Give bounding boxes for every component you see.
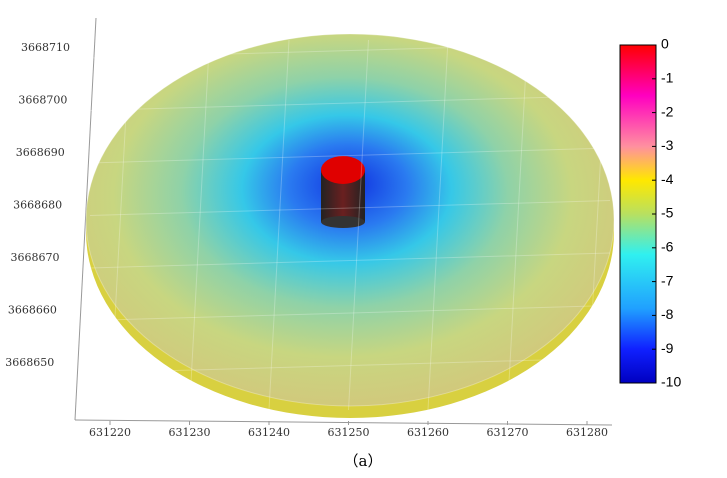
y-tick-label: 3668690 xyxy=(16,146,65,159)
x-tick-label: 631270 xyxy=(487,426,529,439)
pile-top xyxy=(321,156,365,184)
x-tick-label: 631260 xyxy=(407,426,449,439)
colorbar xyxy=(619,44,657,384)
colorbar-tick-label: -7 xyxy=(661,272,674,288)
colorbar-tick-label: -3 xyxy=(661,137,674,153)
y-tick-label: 3668660 xyxy=(8,304,57,317)
colorbar-tick-label: -1 xyxy=(661,70,674,86)
grid-line xyxy=(189,39,210,411)
grid-line xyxy=(89,357,611,374)
pile-base xyxy=(321,216,365,228)
y-tick-label: 3668670 xyxy=(11,251,60,264)
grid-line xyxy=(586,39,608,411)
surface xyxy=(85,33,615,418)
grid-line xyxy=(89,95,611,111)
surface-edge xyxy=(85,33,615,407)
colorbar-tick-label: -8 xyxy=(661,306,674,322)
grid-line xyxy=(427,39,449,411)
x-tick-label: 631240 xyxy=(248,426,290,439)
x-tick-label: 631280 xyxy=(566,426,608,439)
grid-line xyxy=(89,147,611,164)
grid-line xyxy=(89,200,611,216)
axis-line xyxy=(74,17,97,421)
x-tick-label: 631250 xyxy=(328,426,370,439)
caption: （a） xyxy=(344,452,383,470)
grid-line xyxy=(109,39,131,411)
x-tick-label: 631220 xyxy=(89,426,131,439)
colorbar-tick-label: -2 xyxy=(661,103,674,119)
grid-line xyxy=(89,252,611,269)
axis-line xyxy=(74,419,613,426)
colorbar-tick-label: 0 xyxy=(661,36,669,52)
colorbar-tick-label: -9 xyxy=(661,340,674,356)
grid-line xyxy=(348,39,369,411)
grid-line xyxy=(507,39,528,411)
colorbar-tick-label: -5 xyxy=(661,205,674,221)
axes: 631220 631230 631240 631250 631260 631270 6312… xyxy=(5,17,613,439)
colorbar-tick-label: -10 xyxy=(661,374,681,390)
y-tick-label: 3668680 xyxy=(13,199,62,212)
y-tick-label: 3668710 xyxy=(21,41,70,54)
y-tick-label: 3668700 xyxy=(18,94,67,107)
grid-line xyxy=(89,42,611,59)
colorbar-tick-label: -4 xyxy=(661,171,674,187)
y-tick-label: 3668650 xyxy=(5,356,54,369)
grid-line xyxy=(89,305,611,321)
grid-line xyxy=(268,39,290,411)
colorbar-tick-label: -6 xyxy=(661,239,674,255)
x-tick-label: 631230 xyxy=(169,426,211,439)
